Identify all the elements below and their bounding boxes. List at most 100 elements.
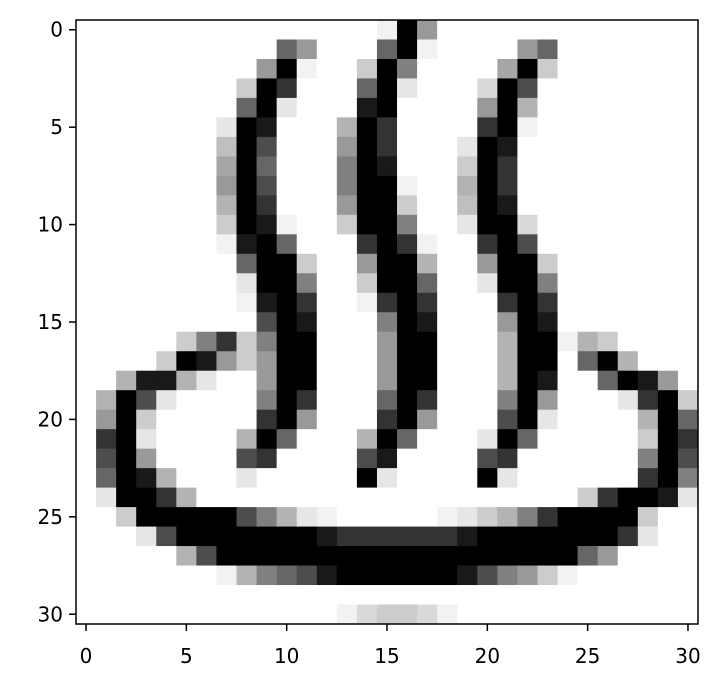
heatmap-cell <box>397 507 418 527</box>
heatmap-cell <box>196 97 217 118</box>
heatmap-cell <box>176 312 197 333</box>
heatmap-cell <box>356 331 378 352</box>
heatmap-cell <box>457 448 478 469</box>
heatmap-cell <box>657 429 679 449</box>
heatmap-cell <box>477 370 498 391</box>
heatmap-cell <box>156 448 177 469</box>
heatmap-cell <box>677 20 699 40</box>
heatmap-cell <box>236 546 257 566</box>
heatmap-cell <box>437 20 458 40</box>
heatmap-cell <box>216 468 237 488</box>
heatmap-cell <box>196 58 217 79</box>
heatmap-cell <box>677 487 699 508</box>
heatmap-cell <box>256 195 277 216</box>
heatmap-cell <box>136 175 157 196</box>
heatmap-cell <box>236 448 257 469</box>
heatmap-cell <box>397 136 418 157</box>
heatmap-cell <box>356 117 378 138</box>
heatmap-cell <box>477 273 498 294</box>
heatmap-cell <box>176 175 197 196</box>
heatmap-cell <box>517 78 538 99</box>
heatmap-cell <box>356 448 378 469</box>
heatmap-cell <box>96 390 117 411</box>
heatmap-cell <box>356 429 378 449</box>
heatmap-cell <box>617 604 639 625</box>
heatmap-cell <box>677 97 699 118</box>
heatmap-cell <box>276 370 298 391</box>
heatmap-cell <box>457 546 478 566</box>
heatmap-cell <box>296 448 318 469</box>
heatmap-cell <box>417 409 438 430</box>
heatmap-cell <box>156 195 177 216</box>
heatmap-cell <box>637 195 659 216</box>
heatmap-cell <box>96 468 117 488</box>
heatmap-cell <box>296 273 318 294</box>
heatmap-cell <box>96 117 117 138</box>
heatmap-cell <box>136 234 157 255</box>
heatmap-cell <box>176 507 197 527</box>
heatmap-cell <box>196 156 217 177</box>
heatmap-cell <box>617 312 639 333</box>
heatmap-cell <box>577 507 599 527</box>
heatmap-cell <box>216 273 237 294</box>
heatmap-cell <box>196 409 217 430</box>
heatmap-cell <box>336 39 358 60</box>
heatmap-cell <box>457 526 478 547</box>
heatmap-cell <box>657 253 679 274</box>
heatmap-cell <box>617 97 639 118</box>
heatmap-cell <box>216 565 237 586</box>
heatmap-cell <box>497 448 518 469</box>
heatmap-cell <box>256 312 277 333</box>
heatmap-cell <box>176 214 197 235</box>
heatmap-cell <box>216 58 237 79</box>
heatmap-cell <box>96 565 117 586</box>
heatmap-cell <box>617 195 639 216</box>
heatmap-cell <box>76 390 97 411</box>
heatmap-cell <box>296 292 318 313</box>
heatmap-cell <box>637 390 659 411</box>
heatmap-cell <box>637 585 659 605</box>
heatmap-cell <box>76 604 97 625</box>
heatmap-cell <box>477 585 498 605</box>
heatmap-cell <box>517 20 538 40</box>
heatmap-cell <box>517 331 538 352</box>
heatmap-cell <box>336 565 358 586</box>
heatmap-cell <box>376 39 398 60</box>
heatmap-cell <box>376 312 398 333</box>
heatmap-cell <box>176 234 197 255</box>
heatmap-cell <box>296 409 318 430</box>
heatmap-cell <box>356 351 378 372</box>
heatmap-cell <box>376 351 398 372</box>
heatmap-cell <box>256 117 277 138</box>
heatmap-cell <box>617 58 639 79</box>
heatmap-cell <box>196 292 217 313</box>
heatmap-cell <box>376 585 398 605</box>
heatmap-cell <box>637 312 659 333</box>
heatmap-cell <box>76 117 97 138</box>
heatmap-cell <box>316 604 338 625</box>
heatmap-cell <box>457 97 478 118</box>
heatmap-cell <box>617 292 639 313</box>
heatmap-cell <box>617 526 639 547</box>
heatmap-cell <box>577 312 599 333</box>
heatmap-cell <box>76 292 97 313</box>
heatmap-cell <box>276 526 298 547</box>
heatmap-cell <box>417 214 438 235</box>
x-tick-label: 30 <box>675 644 700 668</box>
heatmap-cell <box>276 253 298 274</box>
heatmap-cell <box>216 156 237 177</box>
heatmap-cell <box>597 78 619 99</box>
heatmap-cell <box>677 468 699 488</box>
heatmap-cell <box>397 526 418 547</box>
heatmap-cell <box>136 409 157 430</box>
heatmap-cell <box>376 175 398 196</box>
heatmap-cell <box>497 97 518 118</box>
heatmap-cell <box>156 390 177 411</box>
heatmap-cell <box>577 448 599 469</box>
heatmap-cell <box>517 448 538 469</box>
heatmap-cell <box>376 20 398 40</box>
heatmap-cell <box>196 565 217 586</box>
heatmap-cell <box>296 507 318 527</box>
heatmap-cell <box>577 253 599 274</box>
heatmap-cell <box>537 195 558 216</box>
